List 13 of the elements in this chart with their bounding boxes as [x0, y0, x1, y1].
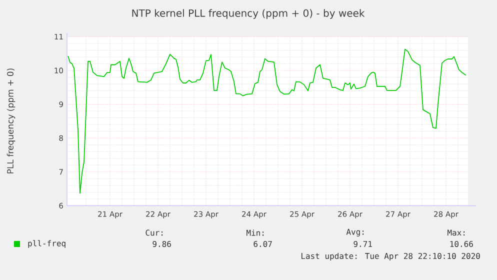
- text: 9.71: [354, 240, 372, 248]
- text: Avg:: [346, 228, 364, 236]
- text: Cur:: [146, 230, 163, 236]
- legend-label: pll-freq: [28, 240, 66, 248]
- text: Max:: [448, 230, 465, 236]
- line-series: [68, 48, 466, 194]
- y-axis-title: PLL frequency (ppm + 0): [6, 68, 16, 174]
- text: Last update: Tue Apr 28 22:10:10 2020: [302, 252, 480, 261]
- text: 6.07: [254, 240, 272, 248]
- text: 9.86: [152, 240, 171, 248]
- text: Min:: [246, 230, 264, 236]
- chart-title: NTP kernel PLL frequency (ppm + 0) - by week: [132, 9, 365, 19]
- text: 10.66: [450, 240, 473, 248]
